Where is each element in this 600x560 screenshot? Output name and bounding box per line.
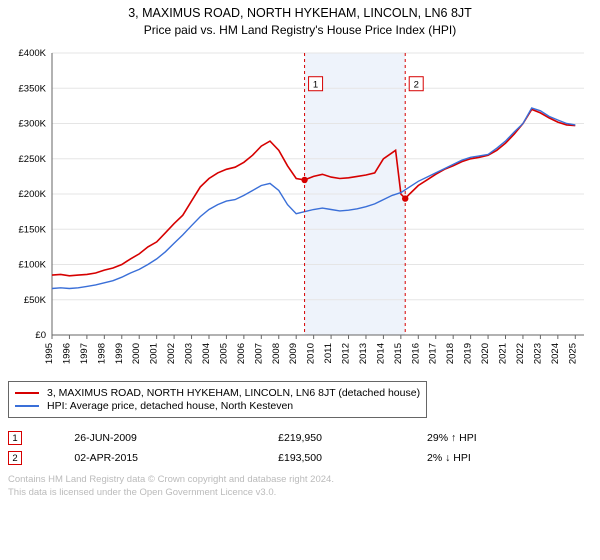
svg-text:2010: 2010 [306, 343, 317, 364]
svg-text:£250K: £250K [19, 154, 47, 165]
svg-text:2023: 2023 [532, 343, 543, 364]
svg-text:2008: 2008 [271, 343, 282, 364]
svg-text:2002: 2002 [166, 343, 177, 364]
svg-text:1996: 1996 [61, 343, 72, 364]
price-chart: £0 £50K £100K £150K £200K £250K £300K £350K £400… [8, 45, 592, 375]
svg-text:2024: 2024 [550, 343, 561, 364]
sales-table: 1 26-JUN-2009 £219,950 29% ↑ HPI 2 02-AP… [8, 428, 592, 468]
svg-text:2003: 2003 [184, 343, 195, 364]
footer-line: This data is licensed under the Open Gov… [8, 487, 592, 500]
sale-date: 26-JUN-2009 [74, 428, 278, 448]
svg-text:2021: 2021 [498, 343, 509, 364]
legend-label: 3, MAXIMUS ROAD, NORTH HYKEHAM, LINCOLN,… [47, 387, 420, 399]
svg-text:2022: 2022 [515, 343, 526, 364]
svg-text:£0: £0 [35, 330, 46, 341]
sale-index-badge: 1 [8, 431, 22, 445]
subtitle: Price paid vs. HM Land Registry's House … [8, 23, 592, 37]
legend-item: HPI: Average price, detached house, Nort… [15, 400, 420, 412]
svg-text:2015: 2015 [393, 343, 404, 364]
sale-delta: 2% ↓ HPI [427, 448, 592, 468]
svg-text:2011: 2011 [323, 343, 334, 363]
svg-text:2012: 2012 [341, 343, 352, 364]
svg-text:1997: 1997 [79, 343, 90, 364]
svg-text:£400K: £400K [19, 48, 47, 59]
sale-date: 02-APR-2015 [74, 448, 278, 468]
svg-text:£300K: £300K [19, 119, 47, 130]
svg-text:2006: 2006 [236, 343, 247, 364]
svg-text:2016: 2016 [410, 343, 421, 364]
legend: 3, MAXIMUS ROAD, NORTH HYKEHAM, LINCOLN,… [8, 381, 427, 418]
table-row: 2 02-APR-2015 £193,500 2% ↓ HPI [8, 448, 592, 468]
svg-text:2017: 2017 [428, 343, 439, 364]
svg-text:2000: 2000 [131, 343, 142, 364]
svg-text:2007: 2007 [253, 343, 264, 364]
svg-text:£50K: £50K [24, 295, 47, 306]
sale-index-badge: 2 [8, 451, 22, 465]
table-row: 1 26-JUN-2009 £219,950 29% ↑ HPI [8, 428, 592, 448]
svg-text:1999: 1999 [114, 343, 125, 364]
page-title: 3, MAXIMUS ROAD, NORTH HYKEHAM, LINCOLN,… [8, 6, 592, 20]
sale-price: £193,500 [278, 448, 427, 468]
sale-price: £219,950 [278, 428, 427, 448]
svg-text:2: 2 [414, 80, 419, 91]
footer-attribution: Contains HM Land Registry data © Crown c… [8, 474, 592, 500]
svg-text:1998: 1998 [96, 343, 107, 364]
legend-swatch [15, 405, 39, 407]
sale-delta: 29% ↑ HPI [427, 428, 592, 448]
svg-text:2020: 2020 [480, 343, 491, 364]
svg-text:2005: 2005 [218, 343, 229, 364]
svg-text:£150K: £150K [19, 224, 47, 235]
svg-text:1: 1 [313, 80, 318, 91]
svg-text:2014: 2014 [375, 343, 386, 364]
legend-swatch [15, 392, 39, 394]
svg-text:£350K: £350K [19, 83, 47, 94]
legend-label: HPI: Average price, detached house, Nort… [47, 400, 293, 412]
svg-text:2009: 2009 [288, 343, 299, 364]
svg-text:1995: 1995 [44, 343, 55, 364]
legend-item: 3, MAXIMUS ROAD, NORTH HYKEHAM, LINCOLN,… [15, 387, 420, 399]
svg-text:2013: 2013 [358, 343, 369, 364]
svg-text:2004: 2004 [201, 343, 212, 364]
svg-text:2019: 2019 [463, 343, 474, 364]
svg-text:2018: 2018 [445, 343, 456, 364]
footer-line: Contains HM Land Registry data © Crown c… [8, 474, 592, 487]
svg-text:2025: 2025 [567, 343, 578, 364]
svg-text:£100K: £100K [19, 260, 47, 271]
svg-text:2001: 2001 [149, 343, 160, 364]
svg-text:£200K: £200K [19, 189, 47, 200]
